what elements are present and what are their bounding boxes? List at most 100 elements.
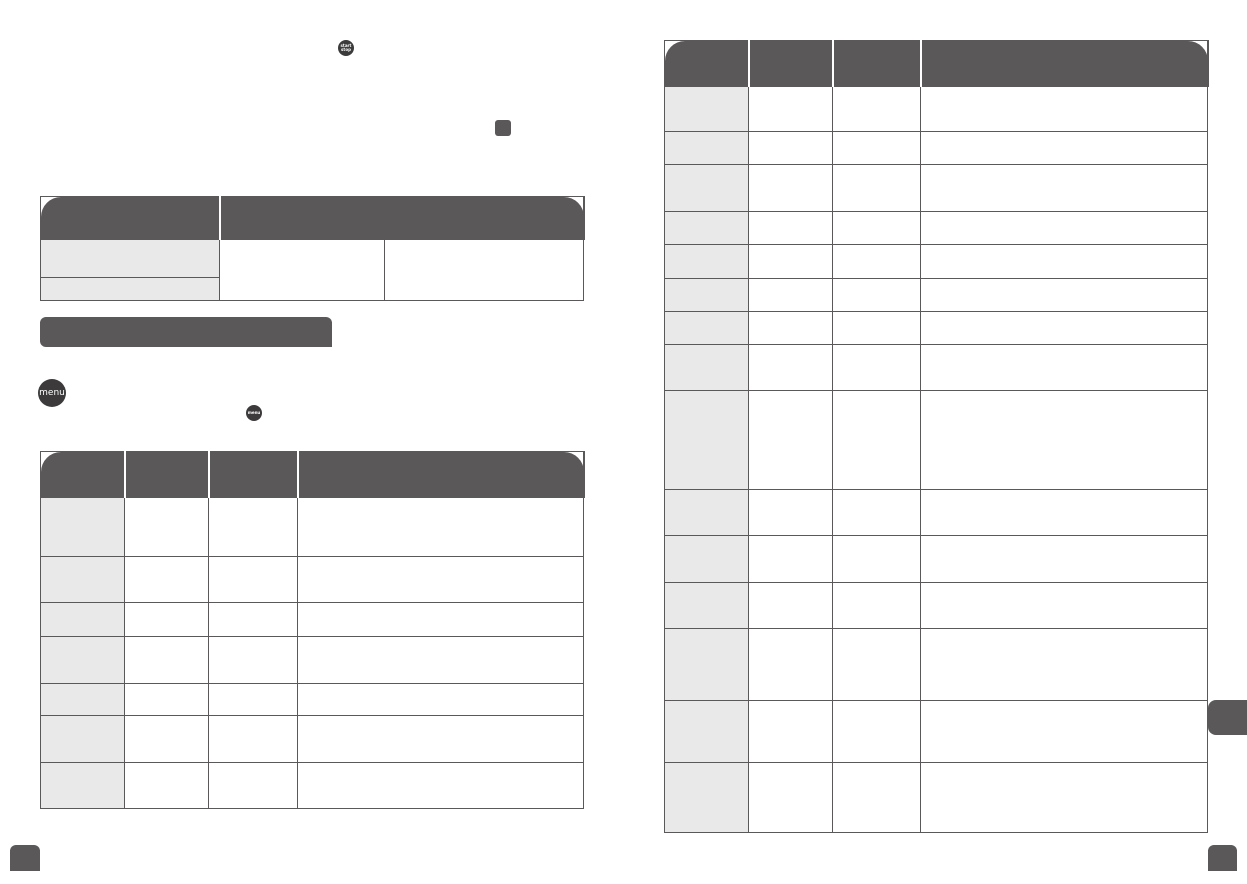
table-cell: [748, 489, 833, 536]
table-row: [40, 556, 584, 603]
table-cell: [920, 700, 1208, 763]
table-cell: [832, 344, 921, 391]
table-cell: [664, 211, 749, 245]
header-cell: [920, 40, 1209, 87]
table-row: [664, 582, 1208, 629]
language-side-tab: [1208, 700, 1247, 735]
table-cell: [920, 762, 1208, 833]
table-cell: [832, 244, 921, 279]
table-cell: [920, 278, 1208, 312]
table-cell: [748, 700, 833, 763]
table-cell: [832, 278, 921, 312]
table-cell: [124, 602, 209, 637]
table-row: [664, 86, 1208, 132]
table-cell: [124, 683, 209, 716]
table-cell: [297, 602, 584, 637]
menu-icon-small: menu: [246, 405, 262, 421]
table-cell: [748, 278, 833, 312]
table-cell: [664, 278, 749, 312]
table-cell: [124, 636, 209, 684]
table-cell: [920, 535, 1208, 583]
table-cell: [832, 390, 921, 490]
table-cell: [40, 239, 220, 278]
table-cell: [664, 489, 749, 536]
table-row: [664, 344, 1208, 391]
table-cell: [748, 211, 833, 245]
table-cell: [832, 628, 921, 701]
table-row: [664, 489, 1208, 536]
table-row: [664, 211, 1208, 245]
table-cell: [208, 556, 298, 603]
table-cell: [832, 582, 921, 629]
table-row: [664, 311, 1208, 345]
table-cell: [297, 556, 584, 603]
table-cell: [40, 277, 220, 301]
table-cell: [748, 311, 833, 345]
table-cell: [920, 131, 1208, 165]
table-cell: [664, 311, 749, 345]
table-cell: [748, 344, 833, 391]
settings-table: [40, 196, 585, 301]
table-cell: [664, 390, 749, 490]
table-cell: [664, 86, 749, 132]
table-cell: [664, 344, 749, 391]
table-cell: [297, 636, 584, 684]
table-cell: [748, 628, 833, 701]
table-cell: [40, 602, 125, 637]
table-cell: [297, 762, 584, 809]
menu-icon: menu: [38, 379, 66, 407]
table-cell: [664, 244, 749, 279]
table-row: [40, 683, 584, 716]
section-banner: [40, 317, 332, 347]
table-cell: [297, 683, 584, 716]
table-cell: [297, 715, 584, 763]
header-cell: [832, 40, 922, 87]
table-row: [40, 497, 584, 557]
table-row: [664, 762, 1208, 833]
table-cell: [832, 489, 921, 536]
table-cell: [748, 582, 833, 629]
table-cell: [664, 164, 749, 212]
table-cell: [920, 344, 1208, 391]
table-cell: [664, 582, 749, 629]
table-cell: [920, 244, 1208, 279]
table-row: [664, 131, 1208, 165]
header-cell: [219, 196, 585, 240]
table-cell: [297, 497, 584, 557]
menu-table-continued: [664, 40, 1209, 833]
table-cell: [208, 636, 298, 684]
table-cell: [208, 762, 298, 809]
header-row: [40, 451, 585, 498]
table-cell: [920, 489, 1208, 536]
table-row: [664, 535, 1208, 583]
table-row: [664, 628, 1208, 701]
table-cell: [124, 497, 209, 557]
table-cell: [664, 131, 749, 165]
table-cell: [384, 239, 584, 301]
table-cell: [124, 556, 209, 603]
table-cell: [920, 164, 1208, 212]
header-cell: [664, 40, 750, 87]
table-cell: [124, 715, 209, 763]
page-number-tab-right: [1208, 845, 1237, 871]
table-row: [664, 390, 1208, 490]
table-cell: [40, 556, 125, 603]
table-cell: [664, 762, 749, 833]
table-cell: [832, 211, 921, 245]
table-cell: [208, 497, 298, 557]
table-cell: [664, 628, 749, 701]
table-cell: [664, 535, 749, 583]
table-cell: [40, 715, 125, 763]
table-cell: [40, 762, 125, 809]
table-cell: [920, 582, 1208, 629]
button-square-icon: [495, 120, 511, 136]
table-cell: [748, 164, 833, 212]
table-cell: [748, 131, 833, 165]
table-cell: [832, 164, 921, 212]
table-row: [664, 700, 1208, 763]
table-cell: [920, 390, 1208, 490]
table-row: [664, 244, 1208, 279]
table-cell: [920, 311, 1208, 345]
table-cell: [748, 86, 833, 132]
page-number-tab-left: [10, 845, 40, 871]
